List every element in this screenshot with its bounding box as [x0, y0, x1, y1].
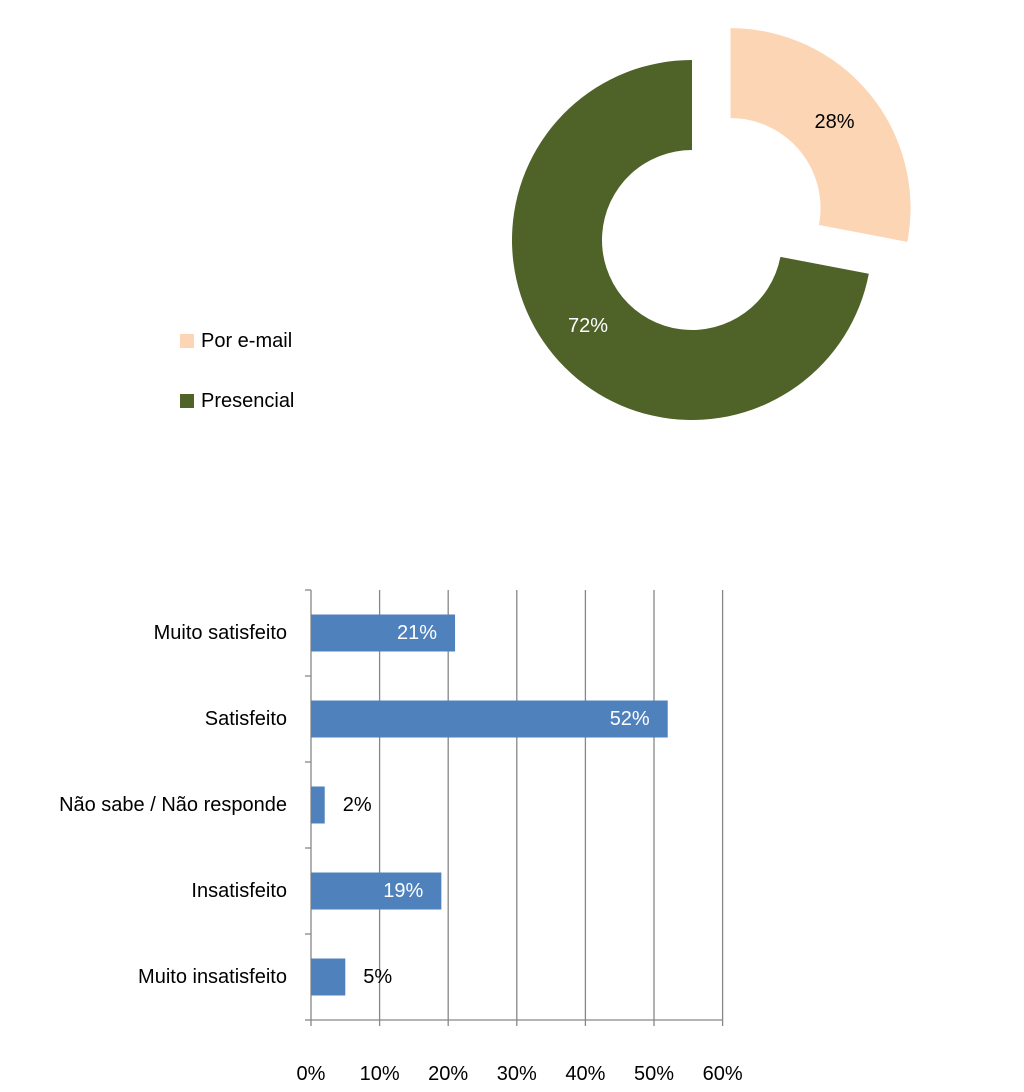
donut-slice-label-por-e-mail: 28%	[815, 111, 855, 133]
category-label-muito-insatisfeito: Muito insatisfeito	[138, 966, 287, 988]
donut-legend: Por e-mail Presencial	[180, 330, 294, 412]
bar-value-label-muito-satisfeito: 21%	[397, 622, 437, 644]
donut-slice-por-e-mail	[730, 28, 911, 242]
bar-value-label-muito-insatisfeito: 5%	[363, 966, 392, 988]
bar-value-label-nao-sabe-nao-responde: 2%	[343, 794, 372, 816]
legend-swatch-por-e-mail	[180, 334, 194, 348]
bar-data-labels: 21% 52% 2% 19% 5%	[343, 622, 650, 988]
bar-value-label-satisfeito: 52%	[610, 708, 650, 730]
legend-entry-presencial: Presencial	[201, 390, 294, 412]
donut-slice-labels: 28% 72%	[568, 111, 855, 337]
x-tick-label-10: 10%	[360, 1063, 400, 1085]
bar-nao-sabe-nao-responde	[311, 786, 325, 824]
category-label-muito-satisfeito: Muito satisfeito	[154, 622, 287, 644]
donut-slices	[511, 28, 911, 420]
x-tick-label-60: 60%	[703, 1063, 743, 1085]
donut-slice-label-presencial: 72%	[568, 315, 608, 337]
bar-insatisfeito	[311, 872, 442, 910]
x-tick-label-20: 20%	[428, 1063, 468, 1085]
bars	[311, 614, 668, 996]
bar-chart: Muito satisfeito Satisfeito Não sabe / Não…	[59, 589, 743, 1085]
legend-entry-por-e-mail: Por e-mail	[201, 330, 292, 352]
category-label-nao-sabe-nao-responde: Não sabe / Não responde	[59, 794, 287, 816]
x-tick-label-0: 0%	[297, 1063, 326, 1085]
donut-chart: 28% 72% Por e-mail Presencial	[180, 28, 911, 420]
legend-swatch-presencial	[180, 394, 194, 408]
bar-category-labels: Muito satisfeito Satisfeito Não sabe / Não…	[59, 622, 287, 988]
bar-muito-insatisfeito	[311, 958, 346, 996]
bar-value-tick-labels: 0% 10% 20% 30% 40% 50% 60%	[297, 1063, 743, 1085]
category-label-insatisfeito: Insatisfeito	[191, 880, 287, 902]
category-label-satisfeito: Satisfeito	[205, 708, 287, 730]
bar-satisfeito	[311, 700, 668, 738]
donut-slice-presencial	[511, 60, 869, 420]
x-tick-label-30: 30%	[497, 1063, 537, 1085]
x-tick-label-50: 50%	[634, 1063, 674, 1085]
bar-muito-satisfeito	[311, 614, 456, 652]
x-tick-label-40: 40%	[565, 1063, 605, 1085]
bar-value-label-insatisfeito: 19%	[383, 880, 423, 902]
bar-gridlines	[310, 590, 724, 1026]
